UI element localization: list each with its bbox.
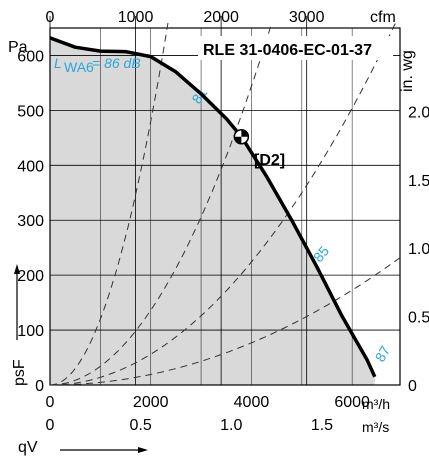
x-unit-label: m³/h xyxy=(362,396,390,412)
y-tick-label: 200 xyxy=(17,268,44,285)
y-tick-label: 600 xyxy=(17,48,44,65)
x-axis-arrowhead xyxy=(138,447,148,453)
x2-tick-label: 0.5 xyxy=(130,417,152,434)
chart-title: RLE 31-0406-EC-01-37 xyxy=(203,42,372,59)
x-tick-label: 4000 xyxy=(234,394,270,411)
top-tick-label: 2000 xyxy=(203,9,239,26)
shaded-region xyxy=(50,37,375,386)
x-tick-label: 2000 xyxy=(133,394,169,411)
top-tick-label: 3000 xyxy=(289,9,325,26)
system-curve-label: 87 xyxy=(372,343,394,365)
title-background xyxy=(198,36,393,60)
axis-arrows xyxy=(14,264,148,453)
x-tick-label: 6000 xyxy=(334,394,370,411)
y-axis-arrowhead xyxy=(14,264,20,274)
y-axis-label: psF xyxy=(11,359,28,386)
operating-point-quadrant xyxy=(241,129,249,137)
right-tick-label: 1.0 xyxy=(408,241,429,258)
system-curve xyxy=(49,20,169,386)
sound-power-subscript: WA6 xyxy=(64,59,94,75)
x2-tick-label: 1.0 xyxy=(220,417,242,434)
x2-unit-label: m³/s xyxy=(362,419,389,435)
x2-tick-label: 0 xyxy=(46,417,55,434)
x2-tick-label: 1.5 xyxy=(311,417,333,434)
operating-point-quadrant xyxy=(234,136,242,144)
plot-frame xyxy=(49,27,401,386)
sound-power-annotation: L WA6 = 86 dB xyxy=(54,55,141,75)
x-tick-label: 0 xyxy=(46,394,55,411)
right-tick-label: 1.5 xyxy=(408,173,429,190)
top-unit-label: cfm xyxy=(370,9,396,26)
y-unit-label: Pa xyxy=(8,39,28,56)
fan-curve-layer xyxy=(49,36,377,378)
y-tick-label: 500 xyxy=(17,103,44,120)
right-tick-label: 0 xyxy=(408,378,417,395)
y-tick-label: 0 xyxy=(35,378,44,395)
sound-power-value: = 86 dB xyxy=(92,55,141,71)
operating-area xyxy=(50,37,375,386)
x-axis-label: qV xyxy=(18,439,38,456)
y-tick-label: 400 xyxy=(17,158,44,175)
top-tick-label: 1000 xyxy=(118,9,154,26)
right-tick-label: 0.5 xyxy=(408,310,429,327)
y-tick-label: 100 xyxy=(17,323,44,340)
sound-power-symbol: L xyxy=(54,55,62,71)
right-unit-label: in. wg xyxy=(399,50,416,92)
y-tick-label: 300 xyxy=(17,213,44,230)
top-tick-label: 0 xyxy=(46,9,55,26)
system-curve xyxy=(50,18,398,386)
operating-point-label: [D2] xyxy=(254,152,285,169)
fan-curve xyxy=(49,36,377,378)
operating-point xyxy=(233,128,250,145)
right-tick-label: 2.0 xyxy=(408,104,429,121)
